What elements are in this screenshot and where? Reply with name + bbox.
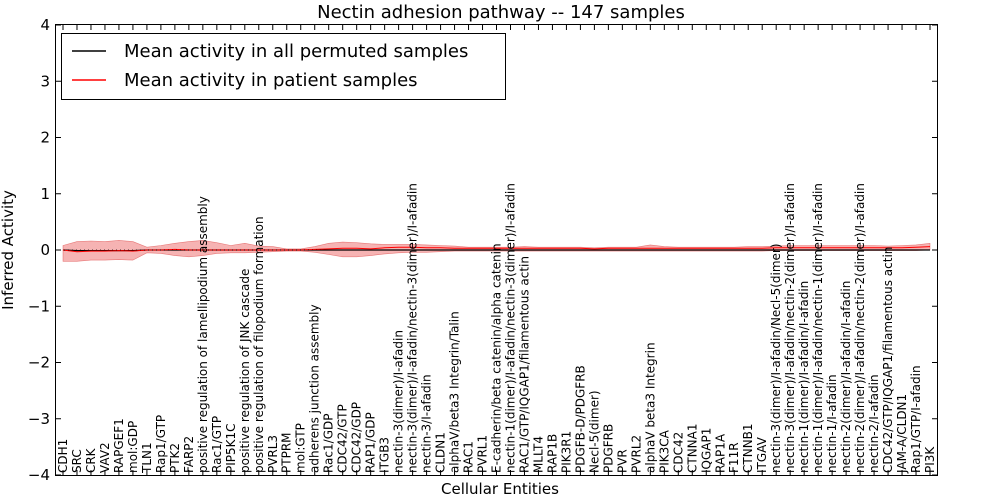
legend-label-permuted: Mean activity in all permuted samples (124, 41, 468, 62)
x-tick-label: PDGFRB (601, 424, 615, 473)
legend-label-patient: Mean activity in patient samples (124, 70, 418, 91)
x-tick-label: PIK3R1 (559, 431, 573, 473)
plot-area (56, 240, 937, 262)
x-tick-label: nectin-3(dimer)/I-afadin (392, 330, 406, 473)
x-tick-label: RAC1 (462, 441, 476, 473)
x-tick-label: F11R (727, 442, 741, 473)
x-tick-label: FARP2 (182, 436, 196, 473)
x-tick-label: Rac1/GTP (210, 416, 224, 473)
x-tick-label: ITGB3 (378, 437, 392, 473)
x-tick-label: CDC42/GTP/IQGAP1/filamentous actin (881, 247, 895, 473)
x-tick-label: PIK3CA (657, 429, 671, 473)
x-tick-label: RAC1/GTP/IQGAP1/filamentous actin (518, 256, 532, 473)
plot-frame (55, 24, 938, 476)
x-tick-label: PVR (615, 449, 629, 473)
x-tick-label: alphaV/beta3 Integrin/Talin (448, 311, 462, 473)
x-tick-label: CTNNA1 (685, 423, 699, 473)
x-tick-label: RAPGEF1 (112, 418, 126, 473)
x-tick-label: adherens junction assembly (308, 304, 322, 473)
y-tick-label: 2 (40, 129, 50, 147)
x-tick-label: nectin-3(dimer)/I-afadin/Necl-5(dimer) (769, 243, 783, 473)
x-axis-label: Cellular Entities (441, 480, 559, 498)
x-tick-label: VAV2 (98, 442, 112, 473)
x-tick-label: nectin-2(dimer)/I-afadin/I-afadin (839, 281, 853, 473)
chart-title: Nectin adhesion pathway -- 147 samples (317, 2, 685, 23)
y-tick-label: 0 (40, 241, 50, 259)
x-tick-label: RAP1/GDP (364, 412, 378, 473)
y-tick-label: 1 (40, 185, 50, 203)
x-tick-label: nectin-2(dimer)/I-afadin/nectin-2(dimer)… (853, 183, 867, 473)
x-tick-label: nectin-3/I-afadin (420, 374, 434, 473)
x-tick-label: nectin-1(dimer)/I-afadin/I-afadin (797, 281, 811, 473)
y-tick-label: 3 (40, 72, 50, 90)
x-tick-label: PVRL2 (629, 435, 643, 473)
x-tick-label: PTK2 (168, 443, 182, 473)
x-tick-label: Rac1/GDP (322, 414, 336, 473)
x-tick-label: Rap1/GTP/I-afadin (909, 365, 923, 473)
x-tick-label: CTNNB1 (741, 423, 755, 473)
x-tick-label: CDC42 (671, 432, 685, 473)
x-tick-label: nectin-1/I-afadin (825, 374, 839, 473)
x-tick-label: positive regulation of lamellipodium ass… (196, 196, 210, 473)
x-tick-label: CDC42/GTP (336, 404, 350, 473)
y-axis: −4 −3 −2 −1 0 1 2 3 4 (28, 16, 937, 484)
x-tick-label: nectin-3(dimer)/I-afadin/nectin-2(dimer)… (783, 183, 797, 473)
x-tick-label: CRK (84, 447, 98, 473)
x-tick-label: Necl-5(dimer) (587, 390, 601, 473)
x-tick-label: CDC42/GDP (350, 402, 364, 473)
x-tick-label: RAP1B (545, 434, 559, 473)
x-tick-label: mol:GDP (126, 421, 140, 473)
x-tick-label: E-cadherin/beta catenin/alpha catenin (490, 243, 504, 473)
x-tick-label: positive regulation of JNK cascade (238, 269, 252, 473)
x-tick-label: ITGAV (755, 436, 769, 473)
x-tick-label: positive regulation of filopodium format… (252, 216, 266, 473)
x-tick-label: PVRL1 (476, 435, 490, 473)
x-tick-label: PIP5K1C (224, 423, 238, 473)
x-tick-label: alphaV beta3 Integrin (643, 342, 657, 473)
x-tick-label: nectin-1(dimer)/I-afadin/nectin-1(dimer)… (811, 183, 825, 473)
x-tick-label: PDGFB-D/PDGFRB (573, 365, 587, 473)
y-axis-label: Inferred Activity (0, 190, 17, 310)
y-tick-label: −4 (28, 466, 50, 484)
series-patient-line (62, 246, 931, 253)
x-tick-label: PI3K (923, 446, 937, 473)
x-tick-label: CLDN1 (434, 432, 448, 473)
y-tick-label: −2 (28, 354, 50, 372)
y-tick-label: 4 (40, 16, 50, 34)
x-tick-label: CDH1 (56, 439, 70, 473)
x-tick-label: Rap1/GTP (154, 415, 168, 473)
x-tick-label: RAP1A (713, 433, 727, 473)
x-tick-label: MLLT4 (532, 436, 546, 473)
x-tick-label: mol:GTP (294, 423, 308, 473)
legend-box (61, 33, 506, 100)
x-tick-label: PVRL3 (266, 435, 280, 473)
x-tick-label: nectin-3(dimer)/I-afadin/nectin-3(dimer)… (406, 183, 420, 473)
x-tick-label: PTPRM (280, 432, 294, 473)
x-tick-label: TLN1 (140, 442, 154, 474)
legend: Mean activity in all permuted samples Me… (61, 33, 506, 100)
y-tick-label: −3 (28, 410, 50, 428)
x-tick-label: nectin-2/I-afadin (867, 374, 881, 473)
x-tick-label: SRC (70, 449, 84, 473)
x-axis: CDH1 SRC CRK VAV2 RAPGEF1 mol:GDP TLN1 Rap1/GTP… (56, 25, 937, 475)
x-tick-label: IQGAP1 (699, 428, 713, 473)
y-tick-label: −1 (28, 297, 50, 315)
x-tick-label: nectin-1(dimer)/I-afadin/nectin-3(dimer)… (504, 183, 518, 473)
x-tick-label: JAM-A/CLDN1 (895, 394, 909, 474)
